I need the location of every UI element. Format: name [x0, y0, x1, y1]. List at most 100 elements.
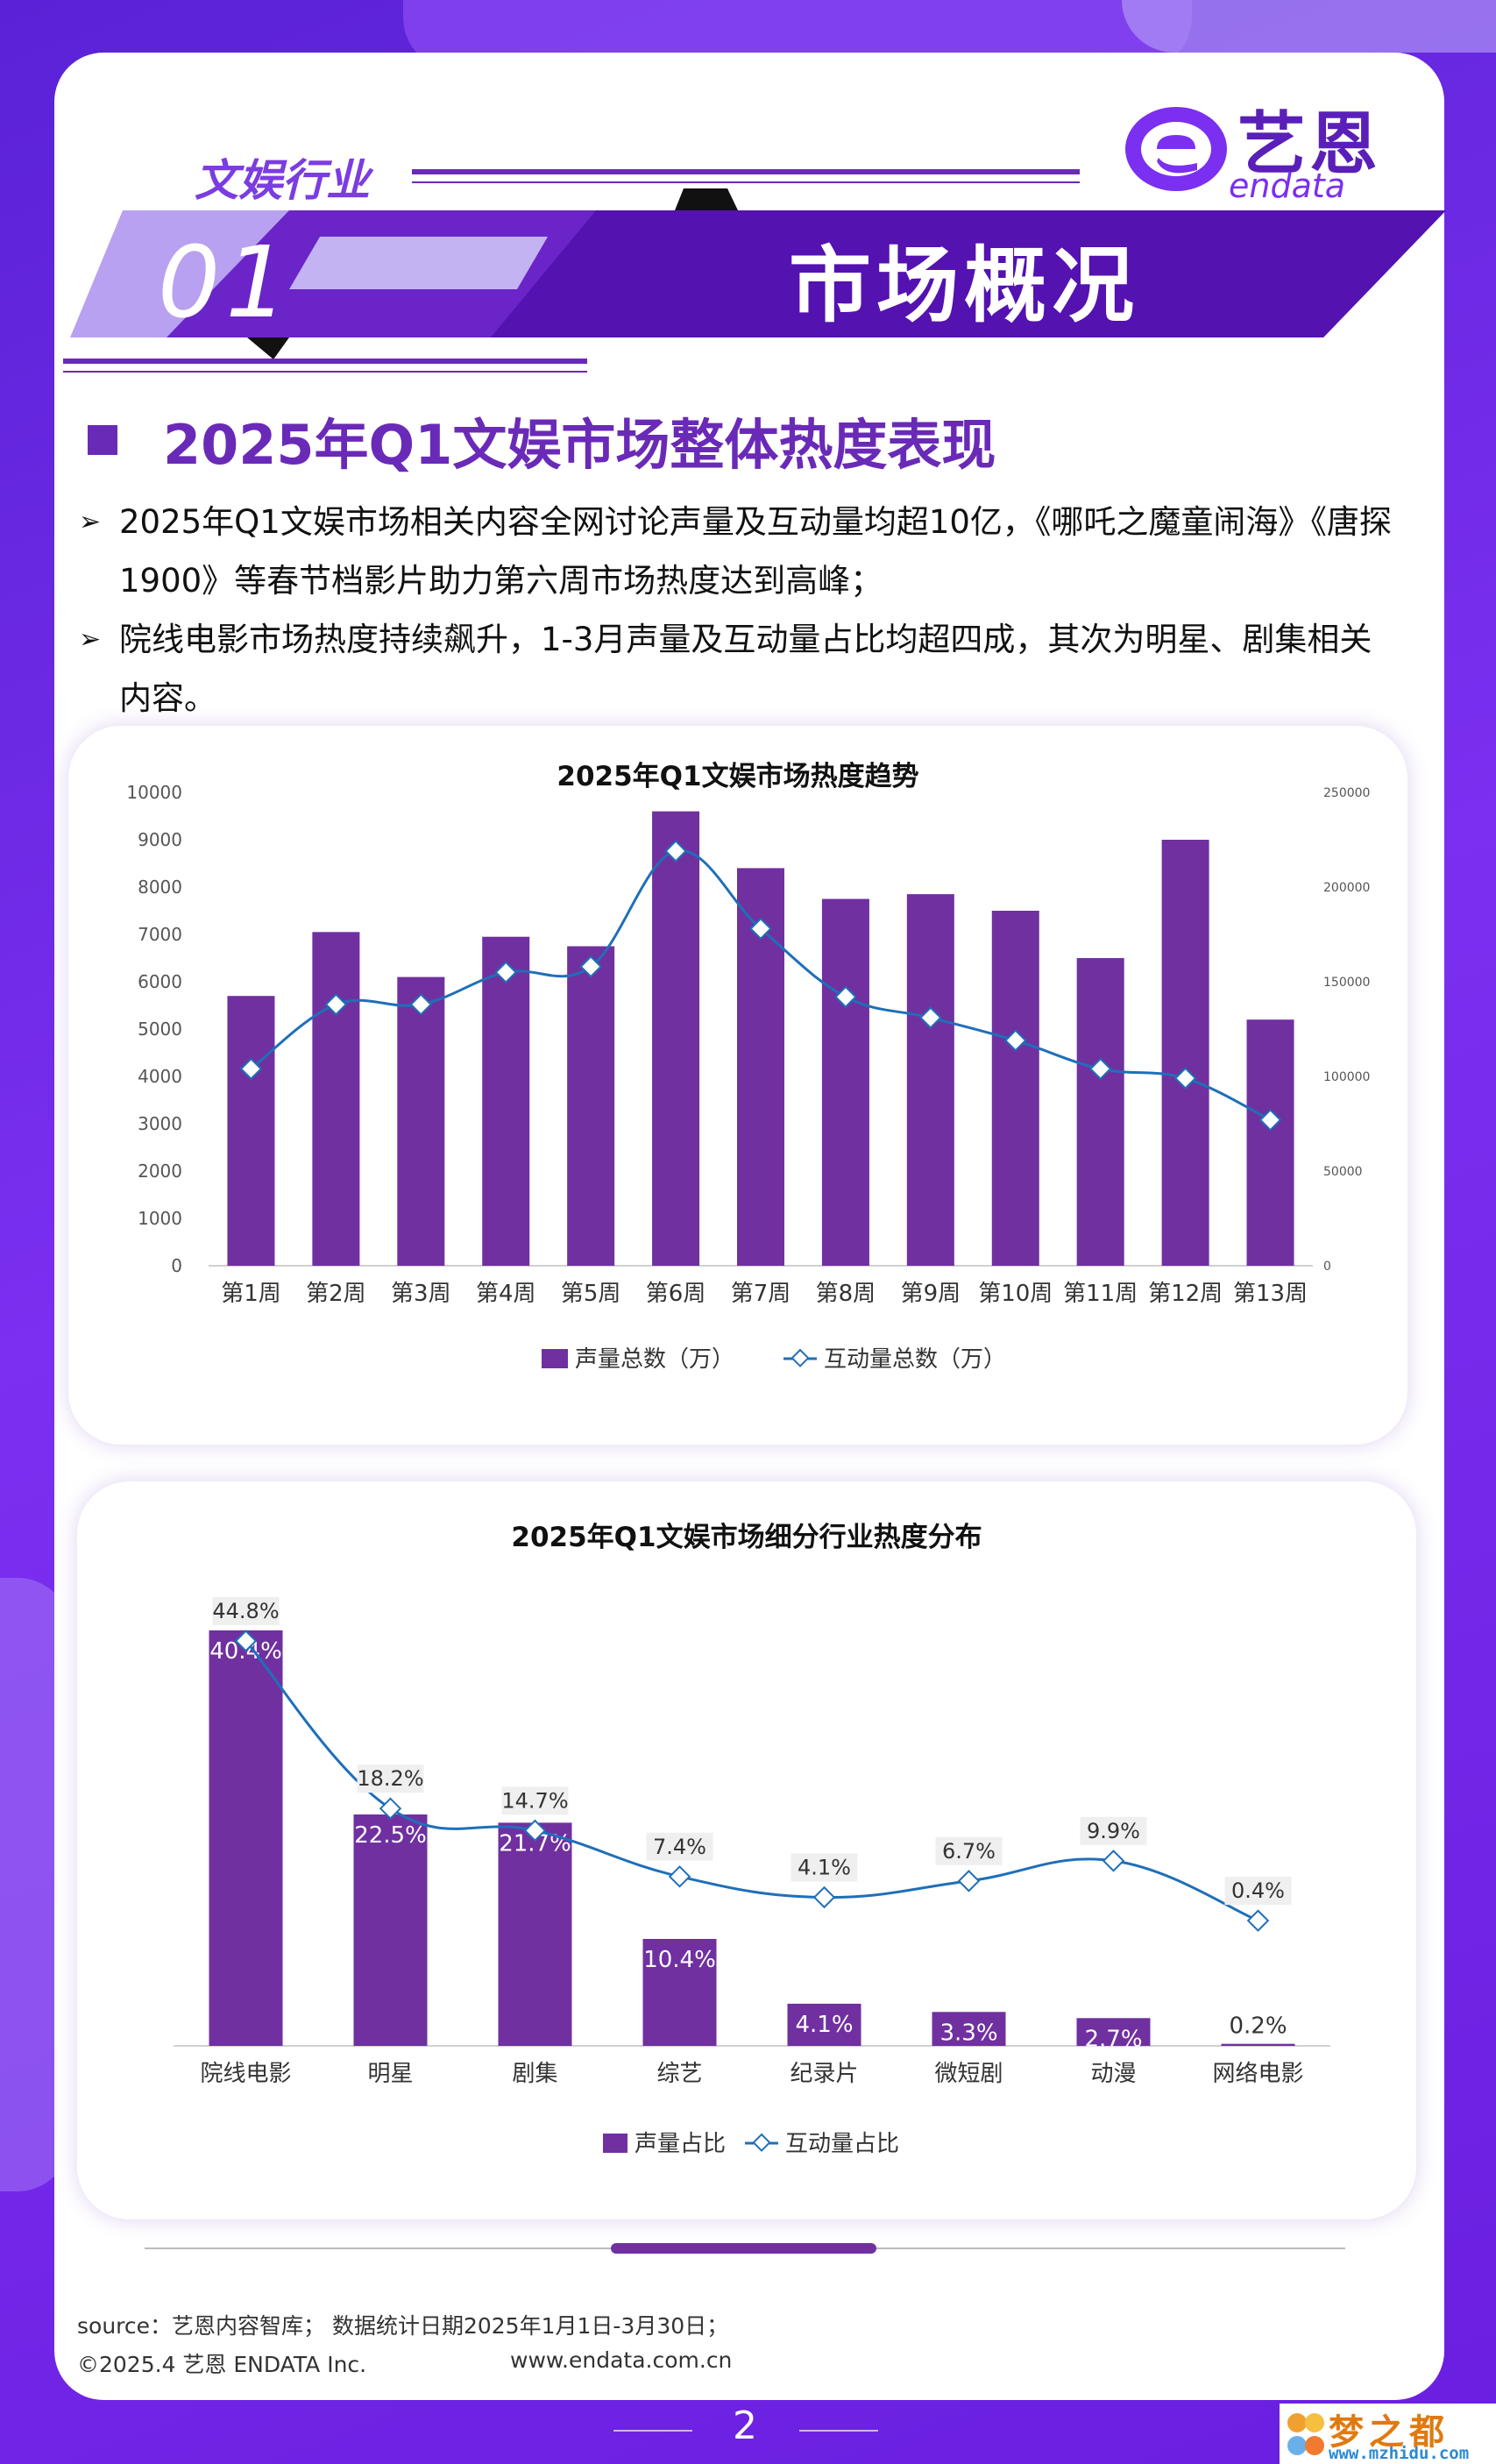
- x-tick-label: 纪录片: [790, 2061, 858, 2087]
- y-tick-label: 1000: [138, 1208, 182, 1229]
- x-tick-label: 第4周: [476, 1281, 536, 1307]
- volume-bar: [227, 996, 275, 1266]
- x-tick-label: 第10周: [978, 1281, 1053, 1307]
- heading-square-icon: [88, 425, 117, 455]
- bullet-list: ➢ 2025年Q1文娱市场相关内容全网讨论声量及互动量均超10亿，《哪吒之魔童闹…: [79, 493, 1393, 728]
- x-tick-label: 明星: [367, 2061, 413, 2087]
- y-tick-label: 10000: [126, 782, 182, 803]
- footer-divider: [145, 2243, 1345, 2254]
- y-tick-label: 7000: [138, 924, 182, 945]
- legend-swatch-bar: [542, 1349, 568, 1368]
- line-data-label: 6.7%: [942, 1839, 996, 1864]
- volume-bar: [567, 946, 615, 1266]
- footer-url: www.endata.com.cn: [510, 2347, 733, 2373]
- endata-logo-icon: [1125, 107, 1227, 191]
- legend-label: 互动量总数（万）: [824, 1346, 1006, 1373]
- volume-bar: [906, 894, 954, 1266]
- legend-swatch-bar: [603, 2134, 627, 2153]
- interaction-point: [324, 993, 348, 1016]
- x-tick-label: 院线电影: [200, 2061, 291, 2087]
- line-label-background: [1080, 1816, 1147, 1845]
- bar-data-label: 10.4%: [643, 1947, 716, 1973]
- line-label-background: [646, 1832, 713, 1861]
- y-tick-label: 4000: [138, 1066, 182, 1087]
- x-tick-label: 第13周: [1233, 1281, 1308, 1307]
- x-tick-label: 网络电影: [1212, 2061, 1303, 2087]
- page-number-line: [799, 2430, 878, 2432]
- interaction-point: [579, 955, 602, 978]
- y-tick-label: 2000: [138, 1161, 182, 1182]
- line-data-label: 4.1%: [798, 1856, 851, 1880]
- line-label-background: [1224, 1877, 1292, 1906]
- line-data-label: 0.4%: [1231, 1878, 1285, 1903]
- y-tick-label: 3000: [138, 1113, 182, 1134]
- chart-title: 2025年Q1文娱市场细分行业热度分布: [511, 1522, 982, 1553]
- interaction-point: [1258, 1108, 1282, 1132]
- watermark-text: 梦之都: [1329, 2412, 1450, 2453]
- heading-text: 2025年Q1文娱市场整体热度表现: [163, 413, 996, 477]
- volume-bar: [1076, 958, 1124, 1266]
- interaction-point: [1088, 1057, 1112, 1081]
- interaction-share-point: [668, 1865, 691, 1888]
- volume-bar: [1246, 1019, 1294, 1266]
- interaction-share-point: [812, 1885, 836, 1909]
- x-tick-label: 第11周: [1063, 1281, 1138, 1307]
- volume-bar: [312, 932, 360, 1266]
- watermark-icon: [1287, 2413, 1324, 2455]
- share-bar: [932, 2012, 1006, 2046]
- x-tick-label: 动漫: [1090, 2061, 1136, 2087]
- line-label-background: [791, 1853, 858, 1882]
- x-tick-label: 第7周: [731, 1281, 791, 1307]
- y2-tick-label: 100000: [1323, 1070, 1370, 1084]
- distribution-chart: 40.4%院线电影22.5%明星21.7%剧集10.4%综艺4.1%纪录片3.3…: [174, 1597, 1330, 2157]
- legend-swatch-marker: [791, 1348, 810, 1367]
- bar-data-label: 2.7%: [1084, 2026, 1142, 2052]
- share-bar: [642, 1938, 717, 2046]
- line-label-background: [212, 1597, 280, 1625]
- volume-bar: [821, 898, 869, 1266]
- footer-source: source：艺恩内容智库； 数据统计日期2025年1月1日-3月30日；: [77, 2313, 729, 2339]
- x-tick-label: 第3周: [391, 1281, 451, 1307]
- trend-chart-card: 2025年Q1文娱市场热度趋势 0 1000 2000 3000 4000 5000 600…: [68, 726, 1407, 1445]
- y2-tick-label: 150000: [1323, 976, 1370, 990]
- interaction-point: [664, 840, 687, 863]
- bar-data-label: 22.5%: [354, 1822, 427, 1849]
- x-tick-label: 微短剧: [934, 2061, 1003, 2087]
- y2-tick-label: 0: [1323, 1260, 1331, 1274]
- interaction-share-point: [234, 1630, 258, 1652]
- y2-tick-label: 200000: [1323, 881, 1370, 895]
- line-label-background: [935, 1836, 1003, 1865]
- page-heading: 2025年Q1文娱市场整体热度表现: [88, 405, 996, 477]
- bullet-text: 院线电影市场热度持续飙升，1-3月声量及互动量占比均超四成，其次为明星、剧集相关…: [119, 621, 1372, 717]
- volume-bar: [1161, 840, 1209, 1266]
- bullet-item: ➢ 院线电影市场热度持续飙升，1-3月声量及互动量占比均超四成，其次为明星、剧集…: [79, 610, 1393, 728]
- x-tick-label: 第5周: [561, 1281, 621, 1307]
- line-data-label: 9.9%: [1087, 1819, 1140, 1843]
- interaction-share-point: [957, 1870, 981, 1892]
- interaction-point: [494, 961, 517, 983]
- line-label-background: [357, 1765, 424, 1793]
- interaction-point: [919, 1006, 942, 1029]
- bar-data-label: 3.3%: [939, 2020, 997, 2046]
- line-data-label: 14.7%: [501, 1788, 568, 1813]
- interaction-share-point: [523, 1819, 547, 1843]
- share-bar: [787, 2003, 861, 2046]
- line-label-background: [501, 1786, 569, 1815]
- share-bar: [1076, 2018, 1151, 2046]
- x-tick-label: 剧集: [512, 2061, 557, 2087]
- section-title: 市场概况: [789, 238, 1140, 334]
- interaction-share-point: [1246, 1909, 1270, 1932]
- distribution-chart-card: 2025年Q1文娱市场细分行业热度分布 40.4%院线电影22.5%明星21.7…: [77, 1481, 1416, 2219]
- bullet-text: 2025年Q1文娱市场相关内容全网讨论声量及互动量均超10亿，《哪吒之魔童闹海》…: [119, 503, 1392, 600]
- share-bar: [1221, 2043, 1295, 2046]
- share-bar: [353, 1814, 428, 2046]
- x-tick-label: 第1周: [221, 1281, 281, 1307]
- interaction-point: [1173, 1067, 1197, 1090]
- section-number: 01: [158, 226, 294, 340]
- brand-name-en: endata: [1229, 167, 1346, 205]
- footer-copyright: ©2025.4 艺恩 ENDATA Inc.: [77, 2352, 367, 2377]
- watermark: 梦之都 www.mzhidu.com: [1280, 2404, 1496, 2464]
- interaction-point: [834, 985, 857, 1009]
- legend-label: 声量占比: [635, 2131, 726, 2157]
- x-tick-label: 第12周: [1148, 1281, 1223, 1307]
